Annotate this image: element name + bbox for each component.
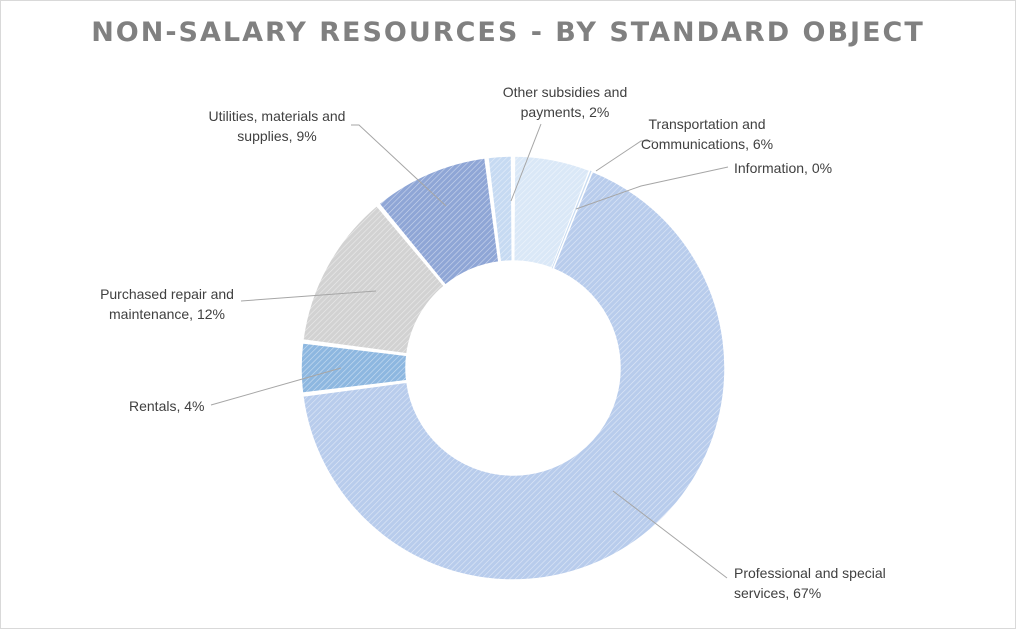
slice-information-label: Information, 0% [734, 160, 832, 176]
slice-rentals-leader [210, 367, 342, 406]
slice-transportation-and-communications-label: Transportation and Communications, 6% [641, 116, 773, 152]
slice-utilities-materials-and-supplies-leader [351, 124, 447, 207]
slice-rentals-label: Rentals, 4% [129, 398, 204, 414]
chart-title: NON-SALARY RESOURCES - BY STANDARD OBJEC… [91, 17, 925, 48]
slice-labels: Transportation and Communications, 6% Info… [100, 84, 886, 601]
slice-professional-and-special-services [302, 170, 726, 581]
leader-lines [210, 123, 729, 579]
slice-information-leader [575, 166, 729, 210]
donut-slices [300, 155, 726, 581]
slice-other-subsidies-and-payments-leader [510, 123, 542, 202]
slice-other-subsidies-and-payments [487, 155, 514, 263]
slice-utilities-materials-and-supplies [377, 157, 500, 287]
slice-professional-and-special-services-label: Professional and special services, 67% [734, 565, 886, 601]
slice-purchased-repair-and-maintenance-label: Purchased repair and maintenance, 12% [100, 286, 234, 322]
slice-transportation-and-communications-leader [595, 140, 653, 172]
slice-purchased-repair-and-maintenance-leader [240, 290, 377, 302]
slice-information [551, 170, 592, 269]
slice-transportation-and-communications [512, 155, 591, 270]
slice-other-subsidies-and-payments-label: Other subsidies and payments, 2% [503, 84, 628, 120]
slice-utilities-materials-and-supplies-label: Utilities, materials and supplies, 9% [209, 108, 346, 144]
slice-rentals [300, 342, 408, 394]
slice-professional-and-special-services-leader [612, 490, 728, 579]
